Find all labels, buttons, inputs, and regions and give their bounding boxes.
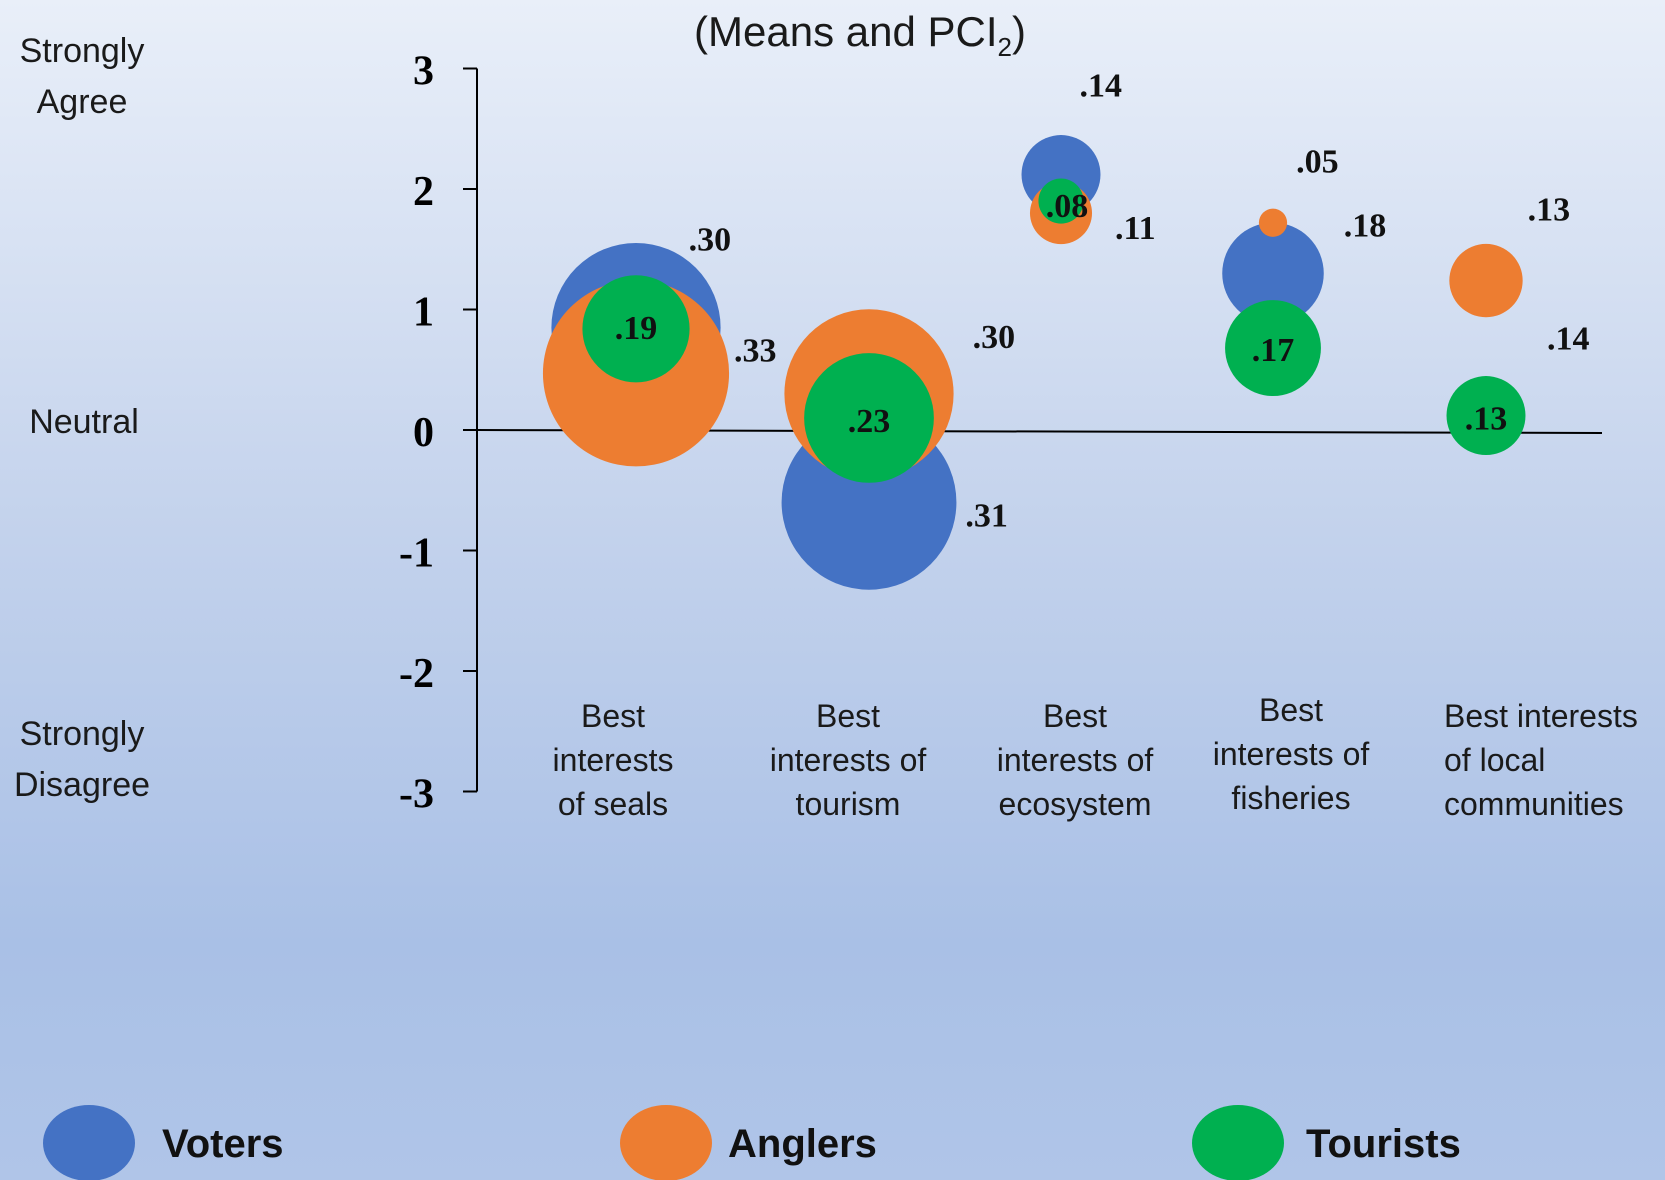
legend-swatch-tourists — [1192, 1105, 1284, 1180]
y-annotation-disagree: Strongly Disagree — [14, 715, 150, 804]
category-labels: Best interests of seals Best interests of tou… — [553, 692, 1638, 822]
bubble-labels: .30 .31 .14 .18 .33 .30 .11 .05 .13 .19 .23 .08 .17.… — [615, 68, 1590, 535]
chart-title: (Means and PCI2) — [694, 8, 1026, 62]
bubble-tourists — [1446, 376, 1526, 456]
y-annotation-agree: Strongly Agree — [20, 32, 145, 121]
bubble-voters — [1222, 222, 1324, 325]
legend-swatch-anglers — [620, 1105, 712, 1180]
bubble-anglers — [1449, 243, 1523, 318]
bubble-label-tourists: .19 — [615, 310, 658, 347]
bubble-tourists — [804, 353, 934, 483]
bubble-label-tourists: .13 — [1465, 401, 1508, 438]
y-annotation-neutral: Neutral — [29, 403, 139, 441]
y-tick-label: 2 — [413, 169, 434, 215]
legend-label-voters: Voters — [162, 1122, 284, 1166]
bubble-anglers — [1258, 208, 1288, 237]
legend-label-anglers: Anglers — [728, 1122, 877, 1166]
bubble-label-anglers: .05 — [1296, 144, 1339, 181]
bubble-label-anglers: .13 — [1528, 192, 1571, 229]
legend: Voters Anglers Tourists — [43, 1105, 1461, 1180]
y-tick-label: 3 — [413, 49, 434, 95]
bubble-tourists — [1225, 300, 1321, 396]
bubble-label-extra: .14 — [1547, 321, 1590, 358]
legend-label-tourists: Tourists — [1306, 1122, 1461, 1166]
category-label: Best interests of tourism — [770, 698, 927, 822]
category-label: Best interests of ecosystem — [997, 698, 1154, 822]
category-label: Best interests of seals — [553, 698, 674, 822]
bubble-label-voters: .31 — [965, 497, 1008, 534]
bubble-label-voters: .30 — [689, 222, 732, 259]
bubble-label-voters: .18 — [1344, 207, 1387, 244]
y-tick-label: 1 — [413, 290, 434, 336]
y-tick-label: -1 — [399, 531, 434, 577]
bubble-label-tourists: .17 — [1252, 332, 1295, 369]
legend-swatch-voters — [43, 1105, 135, 1180]
bubble-label-tourists: .08 — [1046, 188, 1089, 225]
bubbles — [542, 135, 1526, 590]
category-label: Best interests of fisheries — [1213, 692, 1370, 816]
bubble-label-anglers: .30 — [973, 319, 1016, 356]
chart-title-suffix: ) — [1012, 8, 1026, 55]
bubble-label-voters: .14 — [1079, 68, 1122, 105]
chart-title-main: (Means and PCI — [694, 8, 997, 55]
chart-title-subscript: 2 — [998, 32, 1012, 62]
y-annotations: Strongly Agree Neutral Strongly Disagree — [14, 32, 150, 804]
category-label: Best interests of local communities — [1444, 698, 1638, 822]
bubble-label-anglers: .33 — [734, 332, 777, 369]
bubble-label-tourists: .23 — [848, 403, 891, 440]
y-tick-label: -3 — [399, 772, 434, 818]
bubble-tourists — [582, 275, 690, 383]
y-tick-label: 0 — [413, 410, 434, 456]
y-tick-label: -2 — [399, 651, 434, 697]
bubble-tourists — [1038, 178, 1084, 224]
bubble-label-anglers: .11 — [1115, 210, 1156, 247]
